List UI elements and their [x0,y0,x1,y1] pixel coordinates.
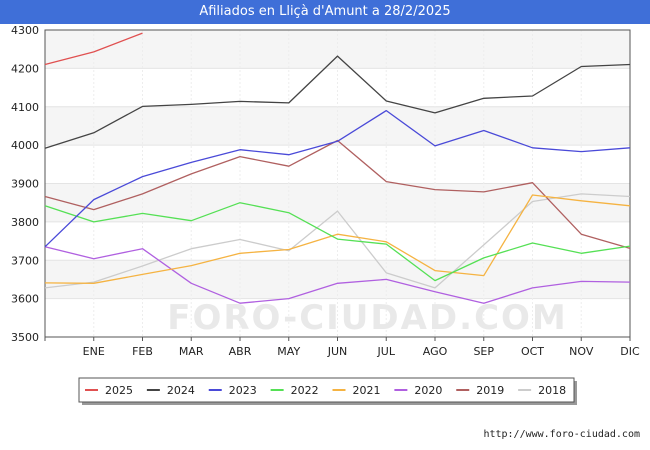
legend-label-2023: 2023 [229,384,257,397]
x-tick-label: NOV [569,345,594,358]
x-tick-label: MAY [277,345,300,358]
series-line-2022 [44,202,631,282]
series-line-2020 [44,246,631,304]
x-tick-label: JUL [377,345,396,358]
x-tick-label: JUN [327,345,348,358]
legend-label-2025: 2025 [105,384,133,397]
y-tick-label: 3600 [11,293,39,306]
x-tick-label: ENE [83,345,105,358]
series-line-2024 [44,55,631,149]
legend-label-2021: 2021 [353,384,381,397]
x-tick-label: DIC [620,345,640,358]
x-tick-label: AGO [423,345,448,358]
y-tick-label: 4300 [11,24,39,37]
x-tick-label: ABR [229,345,252,358]
series-line-2023 [44,109,631,248]
y-tick-label: 3700 [11,254,39,267]
legend-label-2024: 2024 [167,384,195,397]
chart-title: Afiliados en Lliçà d'Amunt a 28/2/2025 [0,0,650,24]
watermark-text: FORO-CIUDAD.COM [167,298,568,338]
chart-plot: FORO-CIUDAD.COM 3500 3600 3700 3800 3900 4000 4… [11,24,640,440]
y-tick-label: 4000 [11,139,39,152]
y-tick-label: 3800 [11,216,39,229]
y-tick-label: 3500 [11,331,39,344]
y-tick-label: 4200 [11,62,39,75]
y-tick-label: 4100 [11,101,39,114]
legend-label-2018: 2018 [538,384,566,397]
grid-band [45,221,630,261]
series-line-2018 [44,193,631,289]
series-line-2025 [44,32,143,66]
x-tick-label: FEB [132,345,153,358]
chart-frame: FORO-CIUDAD.COM 3500 3600 3700 3800 3900 4000 4… [0,24,650,450]
legend-label-2019: 2019 [476,384,504,397]
series-line-2021 [44,194,631,284]
x-tick-label: MAR [179,345,204,358]
grid-band [45,30,630,69]
legend-label-2020: 2020 [414,384,442,397]
x-tick-label: SEP [473,345,494,358]
legend-box [78,377,575,403]
series-line-2019 [44,139,631,250]
y-tick-label: 3900 [11,178,39,191]
credit-link[interactable]: http://www.foro-ciudad.com [483,429,640,440]
legend-label-2022: 2022 [291,384,319,397]
x-tick-label: OCT [521,345,544,358]
